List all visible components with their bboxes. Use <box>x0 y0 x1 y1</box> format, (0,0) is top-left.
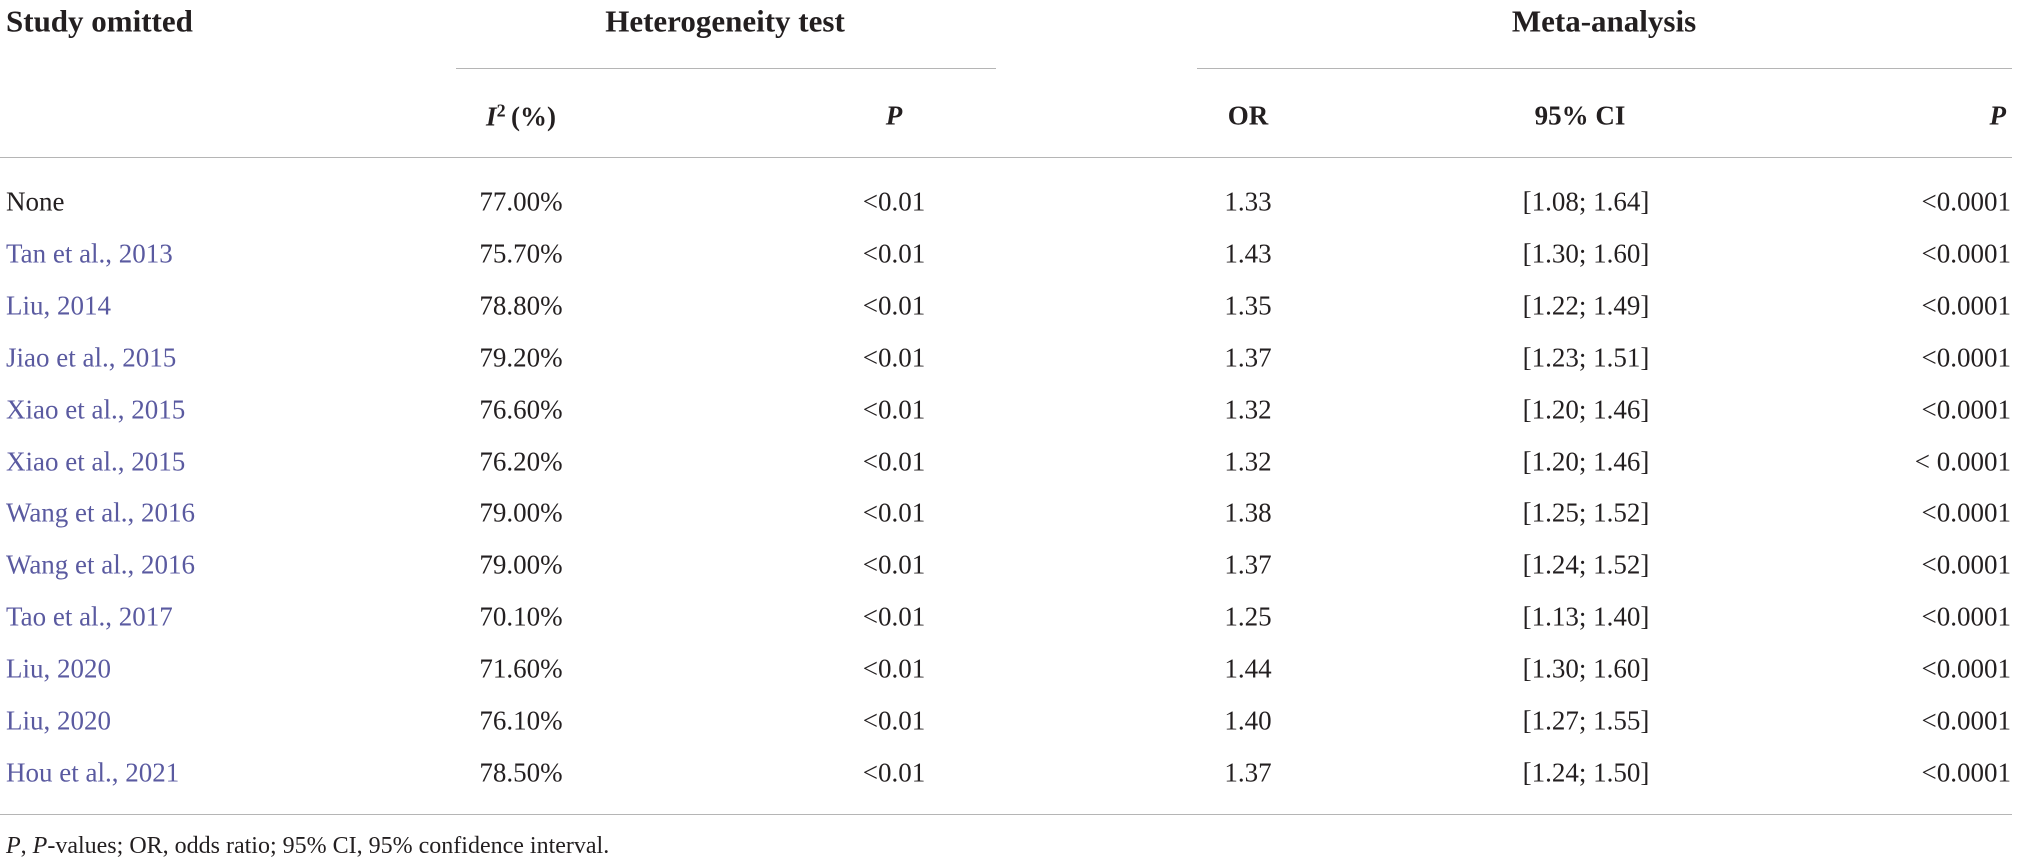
cell-ci: [1.20; 1.46] <box>1522 446 1650 476</box>
rule <box>1197 68 2012 69</box>
cell-p-meta: < 0.0001 <box>1914 446 2011 476</box>
study-link[interactable]: Wang et al., 2016 <box>6 549 196 580</box>
cell-p-het: <0.01 <box>862 342 926 373</box>
study-link[interactable]: Tao et al., 2017 <box>6 601 173 632</box>
cell-ci: [1.20; 1.46] <box>1522 394 1650 425</box>
cell-p-meta: <0.0001 <box>1921 705 2011 736</box>
rule <box>0 814 2012 815</box>
cell-i2: 71.60% <box>479 653 563 684</box>
i2-unit: (%) <box>510 101 556 132</box>
cell-i2: 77.00% <box>479 186 563 217</box>
cell-i2: 78.80% <box>479 290 563 321</box>
cell-or: 1.43 <box>1224 238 1272 269</box>
footnote-part: -values; OR, odds ratio; 95% CI, 95% con… <box>47 833 610 859</box>
study-link[interactable]: Xiao et al., 2015 <box>6 394 186 425</box>
cell-ci: [1.25; 1.52] <box>1522 497 1650 528</box>
cell-p-meta: <0.0001 <box>1921 394 2011 425</box>
cell-ci: [1.08; 1.64] <box>1522 186 1650 217</box>
cell-or: 1.37 <box>1224 342 1272 373</box>
i2-symbol: I <box>486 101 497 132</box>
cell-p-het: <0.01 <box>862 290 926 321</box>
cell-p-het: <0.01 <box>862 653 926 684</box>
cell-i2: 75.70% <box>479 238 563 269</box>
cell-ci: [1.30; 1.60] <box>1522 238 1650 269</box>
footnote: P, P-values; OR, odds ratio; 95% CI, 95%… <box>6 834 609 858</box>
cell-i2: 79.20% <box>479 342 563 373</box>
study-link[interactable]: Xiao et al., 2015 <box>6 446 186 476</box>
cell-p-het: <0.01 <box>862 757 926 788</box>
cell-p-meta: <0.0001 <box>1921 549 2011 580</box>
footnote-part: , <box>20 833 33 859</box>
cell-p-meta: <0.0001 <box>1921 342 2011 373</box>
subheader-or: OR <box>1227 100 1269 131</box>
cell-p-het: <0.01 <box>862 497 926 528</box>
cell-p-meta: <0.0001 <box>1921 186 2011 217</box>
cell-ci: [1.24; 1.50] <box>1522 757 1650 788</box>
cell-p-meta: <0.0001 <box>1921 757 2011 788</box>
study-link[interactable]: Liu, 2020 <box>6 705 111 736</box>
study-link[interactable]: Tan et al., 2013 <box>6 238 173 269</box>
cell-p-het: <0.01 <box>862 549 926 580</box>
cell-i2: 76.20% <box>479 446 563 476</box>
cell-ci: [1.22; 1.49] <box>1522 290 1650 321</box>
rule <box>456 68 996 69</box>
cell-ci: [1.30; 1.60] <box>1522 653 1650 684</box>
cell-ci: [1.13; 1.40] <box>1522 601 1650 632</box>
cell-p-meta: <0.0001 <box>1921 601 2011 632</box>
cell-p-meta: <0.0001 <box>1921 238 2011 269</box>
cell-or: 1.32 <box>1224 394 1272 425</box>
subheader-p: P <box>1989 100 2007 131</box>
cell-p-meta: <0.0001 <box>1921 653 2011 684</box>
cell-or: 1.25 <box>1224 601 1272 632</box>
cell-i2: 76.60% <box>479 394 563 425</box>
study-link[interactable]: Hou et al., 2021 <box>6 757 180 788</box>
cell-p-het: <0.01 <box>862 446 926 476</box>
cell-i2: 79.00% <box>479 497 563 528</box>
i2-sup: 2 <box>496 100 506 121</box>
cell-p-het: <0.01 <box>862 601 926 632</box>
cell-p-het: <0.01 <box>862 238 926 269</box>
cell-or: 1.38 <box>1224 497 1272 528</box>
header-meta: Meta-analysis <box>1511 3 1697 39</box>
cell-p-meta: <0.0001 <box>1921 497 2011 528</box>
cell-i2: 70.10% <box>479 601 563 632</box>
cell-i2: 79.00% <box>479 549 563 580</box>
cell-or: 1.44 <box>1224 653 1272 684</box>
rule <box>0 157 2012 158</box>
cell-ci: [1.24; 1.52] <box>1522 549 1650 580</box>
cell-i2: 78.50% <box>479 757 563 788</box>
cell-ci: [1.27; 1.55] <box>1522 705 1650 736</box>
cell-or: 1.37 <box>1224 757 1272 788</box>
cell-or: 1.33 <box>1224 186 1272 217</box>
subheader-i2: I2 (%) <box>486 102 556 131</box>
cell-p-het: <0.01 <box>862 394 926 425</box>
header-study: Study omitted <box>6 3 193 39</box>
cell-ci: [1.23; 1.51] <box>1522 342 1650 373</box>
cell-p-het: <0.01 <box>862 705 926 736</box>
cell-or: 1.35 <box>1224 290 1272 321</box>
cell-or: 1.37 <box>1224 549 1272 580</box>
subheader-p: P <box>885 100 903 131</box>
cell-i2: 76.10% <box>479 705 563 736</box>
footnote-part: P <box>6 833 21 859</box>
study-link[interactable]: Jiao et al., 2015 <box>6 342 177 373</box>
study-link[interactable]: Liu, 2020 <box>6 653 111 684</box>
cell-p-het: <0.01 <box>862 186 926 217</box>
cell-or: 1.40 <box>1224 705 1272 736</box>
study-link[interactable]: Liu, 2014 <box>6 290 111 321</box>
cell-p-meta: <0.0001 <box>1921 290 2011 321</box>
header-heterogeneity: Heterogeneity test <box>605 3 845 39</box>
study-link[interactable]: Wang et al., 2016 <box>6 497 196 528</box>
cell-study: None <box>6 186 65 217</box>
cell-or: 1.32 <box>1224 446 1272 476</box>
footnote-part: P <box>32 833 48 859</box>
subheader-ci: 95% CI <box>1534 100 1626 131</box>
